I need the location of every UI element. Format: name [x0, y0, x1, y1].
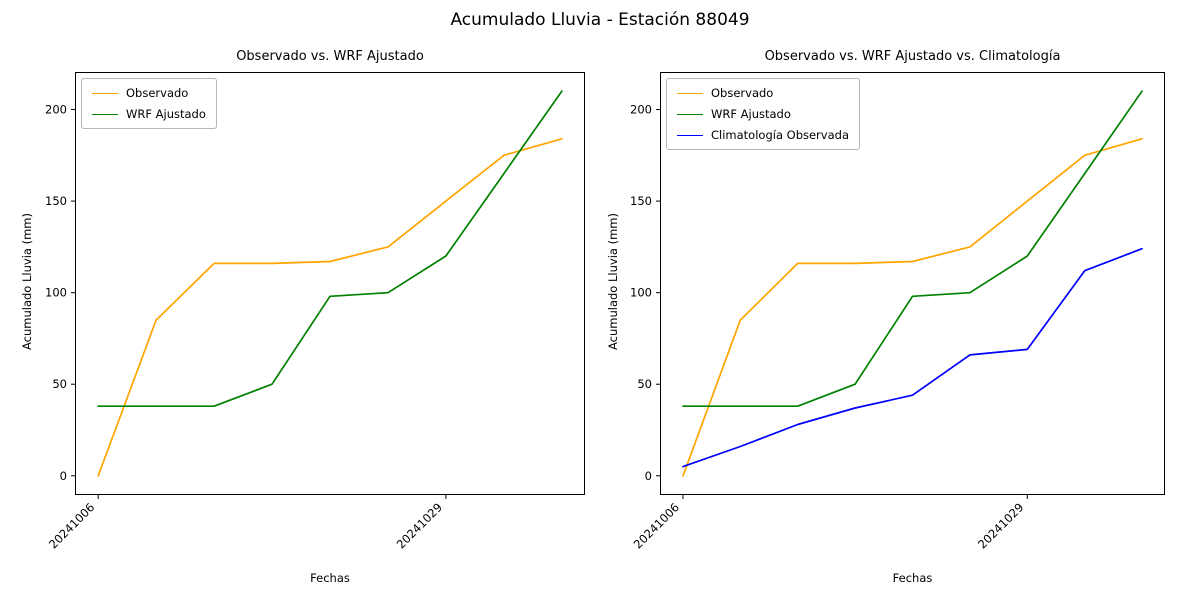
- x-tick-label: 20241029: [394, 500, 445, 551]
- y-tick-label: 100: [45, 286, 67, 300]
- right-y-axis-label: Acumulado Lluvia (mm): [606, 213, 620, 350]
- y-tick-label: 50: [637, 377, 652, 391]
- series-line-climatolog-a-observada: [682, 247, 1143, 468]
- observado-line-swatch: [677, 92, 703, 94]
- left-chart-plot-area: 0 50 100 150 200 20241006 20241029: [45, 72, 585, 552]
- observado-line-swatch: [92, 92, 118, 94]
- y-tick-label: 200: [45, 103, 67, 117]
- x-tick-label: 20241029: [975, 500, 1026, 551]
- left-x-axis-label: Fechas: [310, 571, 350, 585]
- y-tick-label: 0: [645, 469, 652, 483]
- legend-entry: Climatología Observada: [677, 128, 849, 142]
- legend-entry: WRF Ajustado: [92, 107, 206, 121]
- legend-label: Observado: [711, 86, 774, 100]
- left-y-axis-label: Acumulado Lluvia (mm): [20, 213, 34, 350]
- y-tick-label: 50: [52, 377, 67, 391]
- axes-frame: [75, 72, 585, 495]
- left-chart-title: Observado vs. WRF Ajustado: [236, 49, 424, 64]
- climatologia-line-swatch: [677, 134, 703, 136]
- series-line-wrf-ajustado: [97, 90, 563, 408]
- y-tick-label: 150: [630, 194, 652, 208]
- figure-title: Acumulado Lluvia - Estación 88049: [450, 10, 750, 30]
- right-chart-title: Observado vs. WRF Ajustado vs. Climatolo…: [764, 49, 1061, 64]
- legend-label: WRF Ajustado: [711, 107, 791, 121]
- right-chart-legend: Observado WRF Ajustado Climatología Obse…: [666, 78, 860, 150]
- legend-label: Observado: [126, 86, 189, 100]
- y-tick-label: 200: [630, 103, 652, 117]
- wrf-ajustado-line-swatch: [92, 113, 118, 115]
- series-line-observado: [97, 137, 563, 477]
- legend-label: WRF Ajustado: [126, 107, 206, 121]
- wrf-ajustado-line-swatch: [677, 113, 703, 115]
- left-chart-legend: Observado WRF Ajustado: [81, 78, 217, 129]
- legend-label: Climatología Observada: [711, 128, 849, 142]
- right-x-axis-label: Fechas: [892, 571, 933, 585]
- y-tick-label: 100: [630, 286, 652, 300]
- x-tick-label: 20241006: [631, 500, 682, 551]
- y-tick-label: 0: [60, 469, 67, 483]
- y-tick-label: 150: [45, 194, 67, 208]
- legend-entry: WRF Ajustado: [677, 107, 849, 121]
- series-line-wrf-ajustado: [682, 90, 1143, 408]
- legend-entry: Observado: [92, 86, 206, 100]
- x-tick-label: 20241006: [46, 500, 97, 551]
- axes-frame: [660, 72, 1165, 495]
- series-line-observado: [682, 137, 1143, 477]
- legend-entry: Observado: [677, 86, 849, 100]
